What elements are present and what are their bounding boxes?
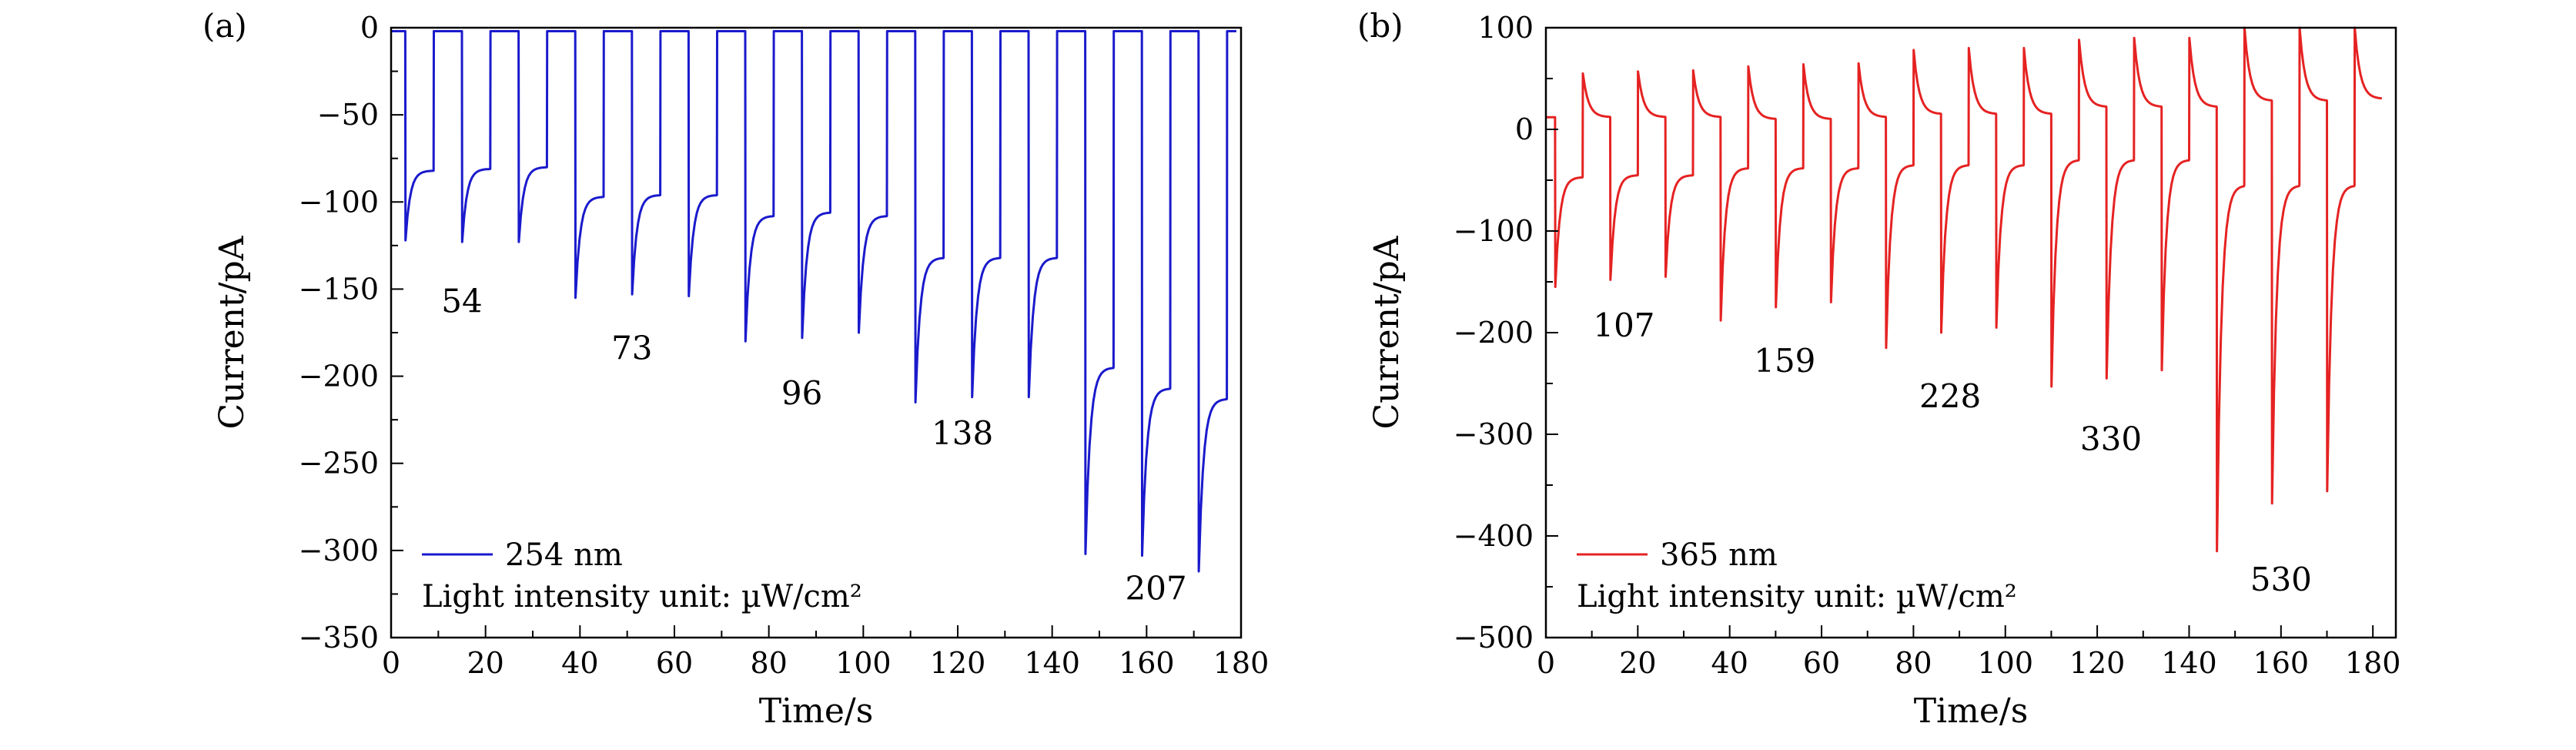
- x-tick-label-b-7: 140: [2161, 646, 2217, 680]
- x-tick-label-a-0: 0: [382, 646, 400, 680]
- x-tick-label-b-6: 120: [2069, 646, 2126, 680]
- x-axis-label-b: Time/s: [1914, 691, 2029, 731]
- panel-label-b: (b): [1357, 7, 1403, 45]
- x-tick-label-a-5: 100: [835, 646, 892, 680]
- y-axis-label-b: Current/pA: [1367, 235, 1407, 429]
- intensity-annotation-a-2: 96: [781, 374, 822, 412]
- legend-entry-a-0: 254 nm: [505, 537, 623, 573]
- y-tick-label-a-3: −150: [299, 272, 379, 306]
- y-axis-label-a: Current/pA: [212, 235, 252, 429]
- panel-label-a: (a): [202, 7, 247, 45]
- intensity-annotation-b-0: 107: [1593, 306, 1654, 344]
- panel-a-chart: 0 20 40 60 80 100 120 140 160 180 0 −50 −100 −150 −200…: [202, 7, 1269, 731]
- y-tick-label-b-5: −400: [1454, 519, 1534, 553]
- x-tick-label-a-8: 160: [1119, 646, 1175, 680]
- intensity-annotation-a-4: 207: [1126, 570, 1187, 608]
- x-tick-label-a-1: 20: [467, 646, 503, 680]
- intensity-annotation-b-3: 330: [2080, 420, 2142, 458]
- y-tick-label-b-3: −200: [1454, 316, 1534, 350]
- x-tick-label-a-6: 120: [930, 646, 986, 680]
- legend-note-b: Light intensity unit: µW/cm²: [1577, 579, 2017, 614]
- x-tick-label-b-2: 40: [1711, 646, 1748, 680]
- y-tick-label-a-0: 0: [360, 11, 379, 45]
- intensity-annotation-a-3: 138: [932, 414, 993, 452]
- x-tick-label-a-7: 140: [1024, 646, 1080, 680]
- y-tick-label-b-1: 0: [1515, 112, 1534, 146]
- x-tick-label-b-3: 60: [1803, 646, 1840, 680]
- x-tick-label-b-5: 100: [1977, 646, 2033, 680]
- x-tick-label-b-1: 20: [1619, 646, 1656, 680]
- x-tick-label-a-3: 60: [656, 646, 693, 680]
- y-tick-label-a-4: −200: [299, 360, 379, 393]
- x-tick-label-b-8: 160: [2253, 646, 2310, 680]
- y-tick-label-b-4: −300: [1454, 417, 1534, 451]
- x-axis-label-a: Time/s: [759, 691, 874, 731]
- y-tick-label-a-2: −100: [299, 185, 379, 219]
- intensity-annotation-b-2: 228: [1919, 377, 1981, 415]
- x-tick-label-b-4: 80: [1895, 646, 1932, 680]
- y-tick-label-b-2: −100: [1454, 214, 1534, 248]
- y-tick-label-b-6: −500: [1454, 621, 1534, 655]
- x-tick-label-a-9: 180: [1213, 646, 1270, 680]
- intensity-annotation-b-4: 530: [2250, 561, 2312, 598]
- x-tick-label-a-4: 80: [750, 646, 787, 680]
- x-tick-label-b-9: 180: [2345, 646, 2401, 680]
- legend-note-a: Light intensity unit: µW/cm²: [422, 579, 862, 614]
- legend-entry-b-0: 365 nm: [1660, 537, 1778, 573]
- series-line-a-0: [391, 30, 1236, 573]
- y-tick-label-a-6: −300: [299, 534, 379, 568]
- y-tick-label-a-7: −350: [299, 621, 379, 655]
- y-tick-label-a-5: −250: [299, 447, 379, 480]
- y-tick-label-a-1: −50: [317, 98, 379, 132]
- intensity-annotation-a-0: 54: [441, 282, 482, 320]
- series-line-b-0: [1546, 26, 2382, 553]
- y-tick-label-b-0: 100: [1477, 11, 1534, 45]
- x-tick-label-a-2: 40: [561, 646, 598, 680]
- intensity-annotation-b-1: 159: [1754, 342, 1815, 380]
- panel-b-chart: 0 20 40 60 80 100 120 140 160 180 100 0 −100 −200 −300…: [1357, 7, 2400, 731]
- x-tick-label-b-0: 0: [1537, 646, 1555, 680]
- intensity-annotation-a-1: 73: [611, 329, 652, 367]
